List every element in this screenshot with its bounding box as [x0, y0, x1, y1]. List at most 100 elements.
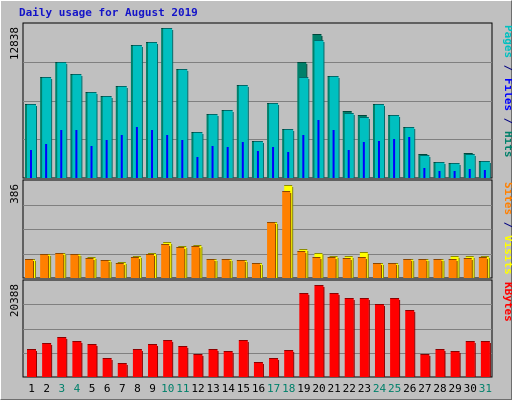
- bar-sites-day-5: [85, 258, 95, 278]
- bar-kbytes-day-22: [344, 298, 355, 377]
- bar-kbytes-day-20: [314, 285, 325, 377]
- bar-sites-day-7: [115, 263, 125, 278]
- bar-pages-day-8: [132, 45, 143, 178]
- bar-files-day-8: [135, 127, 138, 178]
- bar-pages-day-4: [72, 74, 83, 178]
- bar-kbytes-day-15: [238, 340, 249, 377]
- x-tick-day-6: 6: [104, 382, 111, 395]
- bar-sites-day-19: [297, 251, 307, 278]
- chart-title: Daily usage for August 2019: [19, 6, 198, 19]
- x-tick-day-27: 27: [418, 382, 431, 395]
- bar-sites-day-10: [161, 244, 171, 278]
- bar-sites-day-23: [357, 257, 367, 278]
- bar-kbytes-day-24: [374, 304, 385, 377]
- bar-files-day-29: [453, 171, 456, 178]
- bar-pages-day-15: [238, 85, 249, 178]
- bar-pages-day-9: [148, 42, 159, 178]
- bar-pages-day-1: [27, 104, 37, 178]
- x-tick-day-9: 9: [149, 382, 156, 395]
- bar-files-day-31: [483, 170, 486, 178]
- bar-kbytes-day-7: [117, 363, 128, 377]
- bar-files-day-6: [105, 140, 108, 178]
- bar-pages-day-3: [57, 62, 68, 178]
- x-tick-day-15: 15: [237, 382, 250, 395]
- bar-sites-day-11: [176, 247, 186, 278]
- bar-files-day-24: [377, 141, 380, 178]
- bar-pages-day-11: [178, 69, 189, 178]
- bar-sites-day-9: [146, 254, 156, 278]
- bar-files-day-10: [166, 135, 169, 178]
- bar-kbytes-day-10: [163, 340, 174, 377]
- bar-kbytes-day-28: [435, 349, 446, 377]
- bar-sites-day-13: [206, 259, 216, 278]
- bar-kbytes-day-16: [253, 362, 264, 377]
- bar-pages-day-6: [102, 96, 113, 178]
- bar-sites-day-17: [267, 222, 277, 278]
- y-label-visits-sites: Sites / Visits: [502, 182, 512, 275]
- bar-files-day-14: [226, 147, 229, 178]
- x-tick-day-1: 1: [28, 382, 35, 395]
- bar-pages-day-5: [87, 92, 98, 178]
- bar-kbytes-day-9: [148, 344, 159, 377]
- bar-sites-day-31: [478, 257, 488, 278]
- bar-sites-day-24: [372, 263, 382, 278]
- x-tick-day-31: 31: [479, 382, 492, 395]
- x-tick-day-10: 10: [161, 382, 174, 395]
- y-label-part: /: [502, 58, 512, 78]
- bar-pages-day-2: [42, 77, 53, 178]
- bar-sites-day-8: [130, 257, 140, 278]
- x-tick-day-19: 19: [297, 382, 310, 395]
- x-tick-day-28: 28: [433, 382, 446, 395]
- bar-pages-day-12: [193, 132, 204, 178]
- bar-files-day-27: [423, 168, 426, 178]
- bar-files-day-30: [468, 169, 471, 178]
- bar-sites-day-27: [418, 259, 428, 278]
- x-tick-day-17: 17: [267, 382, 280, 395]
- bar-sites-day-30: [463, 258, 473, 278]
- bar-sites-day-12: [191, 246, 201, 278]
- y-label-part: /: [502, 215, 512, 235]
- bar-files-day-11: [181, 140, 184, 178]
- bar-kbytes-day-26: [405, 310, 416, 377]
- bar-kbytes-day-12: [193, 354, 204, 377]
- bar-sites-day-25: [388, 263, 398, 278]
- bar-sites-day-14: [221, 259, 231, 278]
- bar-kbytes-day-4: [72, 341, 83, 377]
- bar-files-day-25: [393, 139, 396, 178]
- x-tick-day-3: 3: [59, 382, 66, 395]
- x-tick-day-11: 11: [176, 382, 189, 395]
- bar-kbytes-day-1: [27, 349, 37, 377]
- bar-sites-day-22: [342, 258, 352, 278]
- x-tick-day-22: 22: [343, 382, 356, 395]
- bar-files-day-1: [30, 150, 32, 178]
- x-tick-day-26: 26: [403, 382, 416, 395]
- bar-pages-day-10: [163, 28, 174, 178]
- bar-files-day-5: [90, 146, 93, 178]
- bar-sites-day-18: [282, 191, 292, 278]
- bar-pages-day-27: [420, 155, 431, 178]
- x-tick-day-13: 13: [206, 382, 219, 395]
- bar-pages-day-7: [117, 86, 128, 178]
- bar-sites-day-1: [25, 259, 34, 278]
- bar-sites-day-26: [403, 259, 413, 278]
- bar-kbytes-day-21: [329, 293, 340, 377]
- y-max-label-hits-files-pages: 12838: [8, 27, 21, 60]
- bar-files-day-17: [272, 147, 275, 178]
- bar-kbytes-day-31: [480, 341, 491, 377]
- bar-kbytes-day-2: [42, 343, 53, 377]
- bar-sites-day-20: [312, 257, 322, 278]
- x-tick-day-29: 29: [449, 382, 462, 395]
- bar-sites-day-28: [433, 259, 443, 278]
- y-label-part: KBytes: [502, 282, 512, 322]
- bar-files-day-21: [332, 130, 335, 178]
- x-tick-day-4: 4: [74, 382, 81, 395]
- bar-pages-day-17: [269, 103, 280, 178]
- x-tick-day-25: 25: [388, 382, 401, 395]
- bar-files-day-13: [211, 146, 214, 178]
- y-label-part: Sites: [502, 182, 512, 215]
- bar-kbytes-day-19: [299, 293, 310, 377]
- bar-kbytes-day-8: [132, 349, 143, 377]
- bar-pages-day-28: [435, 162, 446, 178]
- bar-kbytes-day-23: [359, 298, 370, 377]
